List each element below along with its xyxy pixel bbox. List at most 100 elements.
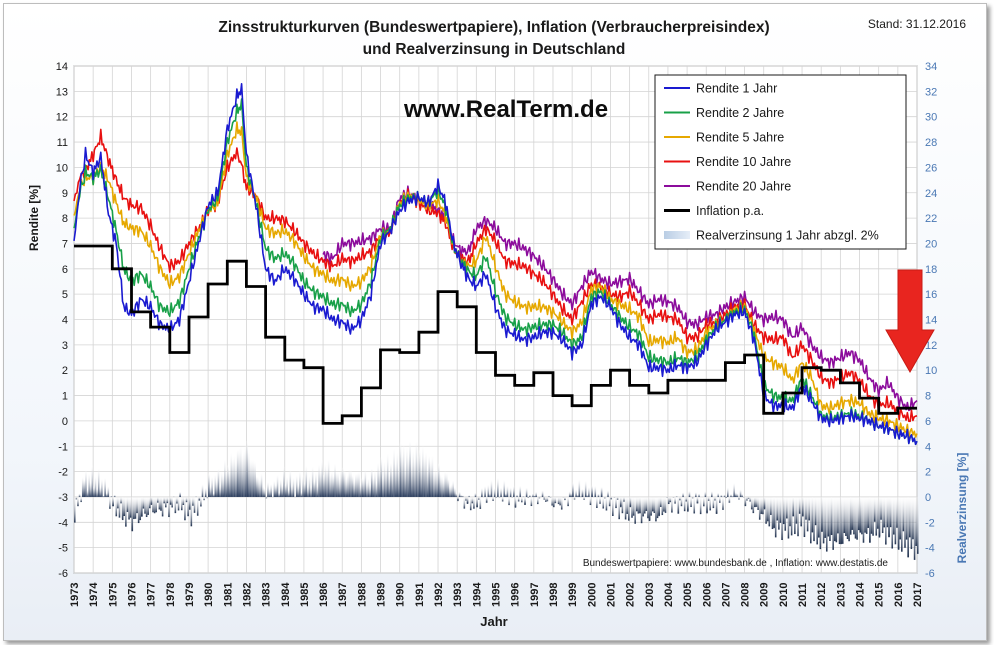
real-bar <box>375 482 378 497</box>
real-bar <box>78 493 81 497</box>
real-bar <box>291 485 293 497</box>
real-bar <box>624 496 627 520</box>
real-bar <box>674 496 676 504</box>
real-bar <box>891 496 894 549</box>
real-bar <box>675 496 678 497</box>
real-bar <box>118 496 121 518</box>
y-tick-label: 7 <box>62 238 68 250</box>
real-bar <box>257 477 260 497</box>
real-bar <box>757 496 759 510</box>
real-bar <box>479 496 482 509</box>
real-bar <box>536 496 539 505</box>
real-bar <box>620 496 622 507</box>
real-bar <box>604 496 606 499</box>
real-bar <box>567 496 569 507</box>
y2-tick-label: 16 <box>925 289 937 301</box>
real-bar <box>707 496 710 501</box>
real-bar <box>894 496 897 545</box>
real-bar <box>596 496 598 508</box>
real-bar <box>450 484 453 497</box>
x-tick-label: 2007 <box>720 583 732 607</box>
x-tick-label: 1990 <box>395 583 407 607</box>
real-bar <box>594 485 597 497</box>
x-tick-label: 1975 <box>107 583 119 607</box>
x-tick-label: 1987 <box>337 583 349 607</box>
real-bar <box>765 496 767 524</box>
real-bar <box>819 496 822 550</box>
real-bar <box>270 483 272 497</box>
real-bar <box>901 496 903 552</box>
real-bar <box>589 496 592 506</box>
real-bar <box>570 492 573 497</box>
real-bar <box>760 496 763 514</box>
y-tick-label: 4 <box>62 315 68 327</box>
series-line-y2 <box>73 98 918 446</box>
real-bar <box>331 471 333 497</box>
real-bar <box>204 487 207 497</box>
real-bar <box>313 481 316 497</box>
real-bar <box>74 496 76 523</box>
real-bar <box>797 496 799 537</box>
real-bar <box>832 496 834 550</box>
real-bar <box>149 496 151 509</box>
real-bar <box>315 472 317 497</box>
x-tick-label: 1985 <box>299 583 311 607</box>
real-bar <box>825 496 828 552</box>
real-bar <box>418 450 421 497</box>
real-bar <box>817 496 820 538</box>
real-bar <box>163 496 165 504</box>
real-bar <box>738 496 740 500</box>
real-bar <box>447 479 450 497</box>
x-tick-label: 1980 <box>203 583 215 607</box>
real-bar <box>862 496 865 543</box>
real-bar <box>196 496 199 516</box>
real-bar <box>113 494 116 497</box>
real-bar <box>426 467 429 497</box>
x-tick-label: 1995 <box>491 583 503 607</box>
real-bar <box>829 496 831 542</box>
real-bar <box>581 489 584 497</box>
real-bar <box>703 496 705 507</box>
y2-tick-label: -4 <box>925 543 935 555</box>
real-bar <box>739 489 742 497</box>
real-bar <box>359 484 362 497</box>
real-bar <box>653 496 656 514</box>
real-bar <box>161 496 164 517</box>
real-bar <box>719 496 721 503</box>
real-bar <box>244 445 247 497</box>
real-bar <box>208 473 210 497</box>
real-bar <box>904 496 906 548</box>
real-bar <box>164 496 167 508</box>
y2-tick-label: 6 <box>925 416 931 428</box>
real-bar <box>299 471 301 497</box>
real-bar <box>110 495 113 497</box>
real-bar <box>465 496 467 501</box>
y-tick-label: 5 <box>62 289 68 301</box>
x-tick-label: 2006 <box>701 583 713 607</box>
real-bar <box>295 475 298 497</box>
real-bar <box>816 496 818 545</box>
real-bar <box>300 491 303 497</box>
real-bar <box>273 480 276 497</box>
y-tick-label: 0 <box>62 416 68 428</box>
x-tick-label: 2010 <box>778 583 790 607</box>
real-bar <box>318 464 320 497</box>
real-bar <box>771 496 774 530</box>
y-tick-label: 3 <box>62 340 68 352</box>
x-tick-label: 1973 <box>69 583 81 607</box>
axes: 14131211109876543210-1-2-3-4-5-634323028… <box>56 61 938 607</box>
real-bar <box>252 460 255 497</box>
real-bar <box>340 468 343 497</box>
real-bar <box>704 491 707 497</box>
real-bar <box>81 476 84 497</box>
real-bar <box>728 496 731 503</box>
real-bar <box>508 496 510 506</box>
real-bar <box>634 496 636 524</box>
real-bar <box>841 496 844 544</box>
real-bar <box>453 487 456 497</box>
y-tick-label: -6 <box>58 568 68 580</box>
real-bar <box>307 485 309 497</box>
real-bar <box>439 474 442 497</box>
y-tick-label: 10 <box>56 162 68 174</box>
real-bar <box>492 496 494 501</box>
